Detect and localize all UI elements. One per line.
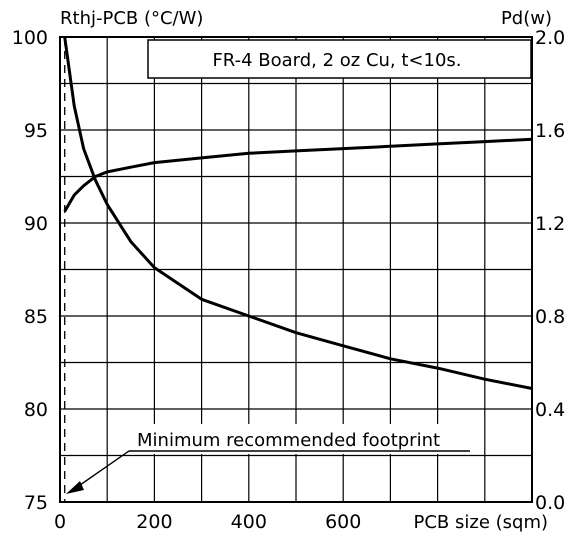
grid-lines (60, 37, 532, 502)
footprint-label: Minimum recommended footprint (137, 430, 440, 451)
annotation-box (147, 39, 532, 79)
y-left-tick-label: 80 (24, 399, 48, 421)
series-line-1 (63, 36, 533, 390)
y-right-tick-label: 0.4 (535, 399, 565, 421)
left-axis-title: Rthj-PCB (°C/W) (60, 8, 203, 29)
y-left-tick-label: 90 (24, 213, 48, 235)
y-left-tick-label: 85 (24, 306, 48, 328)
annotation-text: FR-4 Board, 2 oz Cu, t<10s. (212, 50, 461, 71)
x-axis-title: PCB size (sqm) (414, 512, 549, 533)
y-left-tick-label: 95 (24, 120, 48, 142)
y-left-tick-label: 75 (24, 492, 48, 514)
footprint-label-bg (135, 424, 475, 454)
y-right-tick-label: 2.0 (535, 27, 565, 49)
y-right-tick-label: 0.0 (535, 492, 565, 514)
x-tick-label: 400 (231, 511, 267, 533)
y-right-tick-label: 0.8 (535, 306, 565, 328)
plot-frame (59, 36, 533, 503)
tick-labels: 100 95 90 85 80 75 2.0 1.6 1.2 0.8 0.4 0.0 0 200 400 60… (12, 27, 565, 533)
series-line-2 (63, 137, 533, 213)
series-lines (63, 36, 533, 390)
x-tick-label: 200 (136, 511, 172, 533)
right-axis-title: Pd(w) (501, 8, 552, 29)
y-right-tick-label: 1.2 (535, 213, 565, 235)
y-left-tick-label: 100 (12, 27, 48, 49)
y-right-tick-label: 1.6 (535, 120, 565, 142)
footprint-arrow (66, 481, 84, 494)
x-tick-label: 600 (325, 511, 361, 533)
x-tick-label: 0 (54, 511, 66, 533)
